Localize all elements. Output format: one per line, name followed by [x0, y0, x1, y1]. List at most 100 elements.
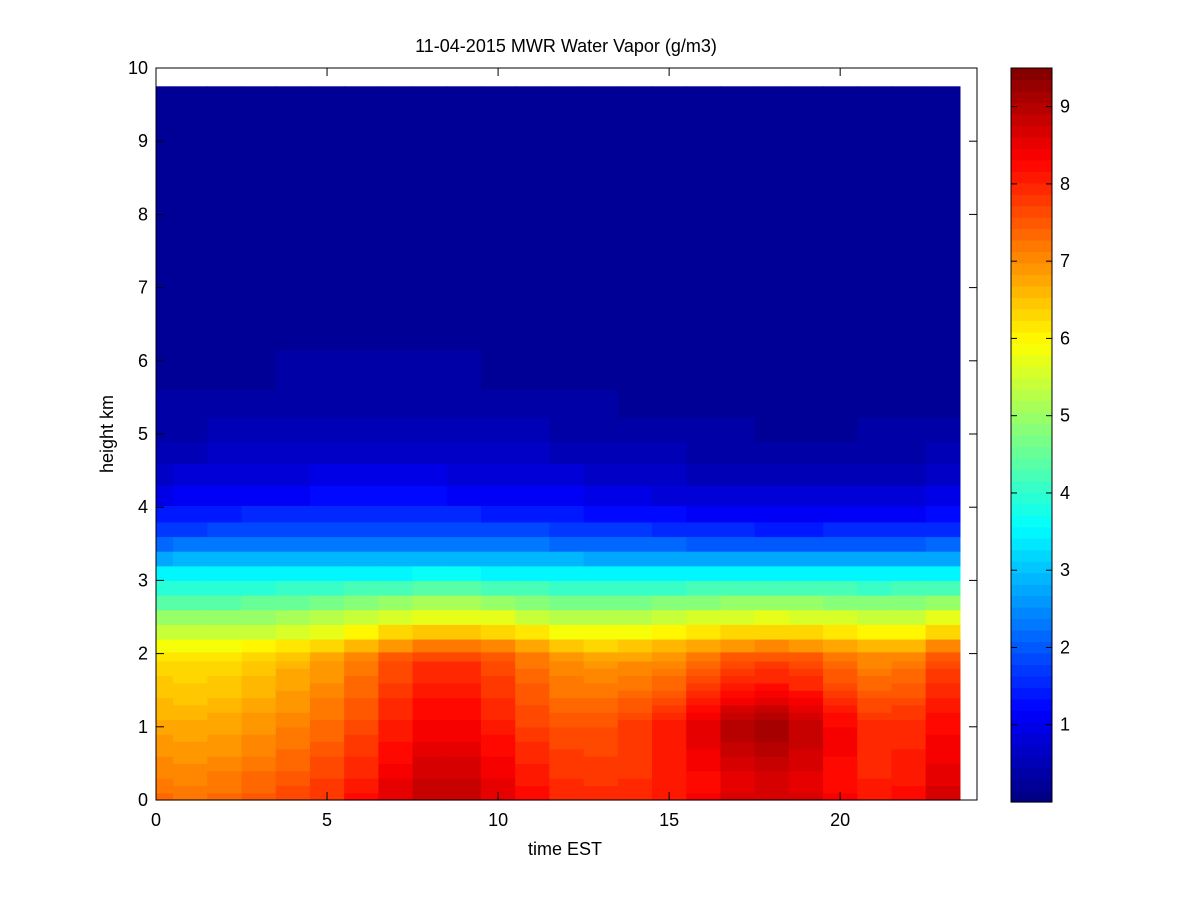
heatmap-cell [275, 697, 311, 706]
colorbar-segment [1011, 68, 1052, 81]
heatmap-cell [309, 536, 345, 552]
heatmap-cell [857, 609, 893, 625]
heatmap-cell [446, 521, 482, 538]
colorbar-segment [1011, 584, 1052, 597]
heatmap-cell [720, 349, 756, 391]
heatmap-cell [823, 763, 858, 772]
heatmap-cell [583, 719, 619, 728]
heatmap-cell [720, 682, 756, 691]
colorbar-segment [1011, 664, 1052, 677]
heatmap-cell [583, 660, 619, 669]
heatmap-cell [173, 697, 208, 706]
heatmap-cell [891, 551, 927, 567]
heatmap-cell [823, 536, 858, 552]
heatmap-cell [515, 756, 550, 764]
heatmap-cell [720, 734, 756, 743]
heatmap-cell [891, 485, 927, 506]
heatmap-cell [652, 726, 687, 735]
heatmap-cell [823, 214, 858, 289]
heatmap-cell [788, 697, 824, 706]
heatmap-cell [309, 609, 345, 625]
heatmap-cell [275, 390, 311, 419]
heatmap-cell [823, 682, 858, 691]
heatmap-cell [617, 712, 653, 721]
heatmap-cell [891, 565, 927, 581]
colorbar-tick-label: 2 [1060, 637, 1070, 657]
heatmap-cell [857, 682, 893, 691]
heatmap-cell [788, 505, 824, 523]
heatmap-cell [378, 551, 414, 567]
heatmap-cell [720, 505, 756, 523]
heatmap-cell [583, 441, 619, 464]
heatmap-cell [583, 287, 619, 351]
colorbar-tick-label: 6 [1060, 328, 1070, 348]
heatmap-cell [515, 441, 550, 464]
heatmap-cell [891, 712, 927, 721]
heatmap-cell [275, 349, 311, 391]
heatmap-cell [857, 417, 893, 442]
heatmap-cell [891, 756, 927, 764]
heatmap-cell [156, 86, 174, 142]
heatmap-cell [207, 141, 243, 215]
colorbar-segment [1011, 675, 1052, 688]
heatmap-cell [823, 624, 858, 640]
heatmap-cell [173, 624, 208, 640]
heatmap-cell [823, 485, 858, 506]
heatmap-cell [446, 719, 482, 728]
heatmap-cell [412, 763, 448, 772]
heatmap-cell [156, 734, 174, 743]
heatmap-cell [309, 778, 345, 786]
heatmap-cell [549, 505, 585, 523]
heatmap-cell [173, 778, 208, 786]
heatmap-cell [446, 682, 482, 691]
heatmap-cell [309, 624, 345, 640]
heatmap-cell [652, 756, 687, 764]
heatmap-cell [549, 778, 585, 786]
heatmap-cell [891, 785, 927, 794]
heatmap-cell [173, 580, 208, 596]
heatmap-cell [309, 675, 345, 684]
heatmap-cell [823, 675, 858, 684]
heatmap-cell [754, 682, 790, 691]
heatmap-cell [617, 719, 653, 728]
heatmap-cell [720, 565, 756, 581]
colorbar-segment [1011, 285, 1052, 298]
heatmap-cell [275, 704, 311, 713]
heatmap-cell [857, 741, 893, 750]
heatmap-cell [446, 565, 482, 581]
colorbar-segment [1011, 262, 1052, 276]
heatmap-cell [754, 624, 790, 640]
heatmap-cell [686, 778, 722, 786]
heatmap-cell [344, 536, 379, 552]
heatmap-cell [754, 485, 790, 506]
heatmap-cell [617, 792, 653, 801]
heatmap-cell [207, 624, 243, 640]
colorbar-segment [1011, 331, 1052, 344]
heatmap-cell [446, 778, 482, 786]
heatmap-cell [173, 660, 208, 669]
heatmap-cell [583, 580, 619, 596]
heatmap-cell [344, 748, 379, 757]
heatmap-cell [617, 690, 653, 699]
heatmap-cell [788, 551, 824, 567]
heatmap-cell [207, 690, 243, 699]
heatmap-cell [207, 580, 243, 596]
heatmap-cell [446, 86, 482, 142]
heatmap-cell [309, 349, 345, 391]
heatmap-cell [275, 141, 311, 215]
heatmap-cell [309, 521, 345, 538]
heatmap-cell [857, 551, 893, 567]
heatmap-cell [891, 349, 927, 391]
heatmap-cell [583, 417, 619, 442]
heatmap-cell [309, 690, 345, 699]
heatmap-cell [344, 287, 379, 351]
heatmap-cell [823, 390, 858, 419]
heatmap-cell [156, 792, 174, 801]
heatmap-cell [173, 565, 208, 581]
heatmap-cell [241, 792, 277, 801]
heatmap-cell [720, 463, 756, 486]
heatmap-cell [686, 651, 722, 662]
heatmap-cell [788, 785, 824, 794]
heatmap-cell [480, 390, 516, 419]
heatmap-cell [549, 704, 585, 713]
